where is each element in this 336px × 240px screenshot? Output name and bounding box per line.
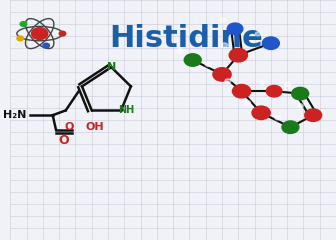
Text: Histidine: Histidine: [109, 24, 263, 53]
Circle shape: [205, 62, 211, 66]
Circle shape: [298, 104, 303, 108]
Text: NH: NH: [118, 105, 134, 115]
Circle shape: [225, 79, 231, 83]
Circle shape: [233, 84, 251, 98]
Circle shape: [292, 87, 309, 100]
Circle shape: [260, 81, 265, 84]
Circle shape: [227, 23, 243, 35]
Circle shape: [20, 22, 27, 26]
Circle shape: [229, 48, 247, 62]
Circle shape: [275, 116, 281, 120]
Circle shape: [221, 18, 226, 22]
Circle shape: [184, 54, 201, 66]
Circle shape: [282, 121, 299, 133]
Circle shape: [285, 82, 290, 86]
Circle shape: [213, 68, 231, 81]
Text: OH: OH: [85, 122, 104, 132]
Circle shape: [305, 109, 322, 121]
Text: O: O: [65, 122, 74, 132]
Circle shape: [32, 28, 48, 40]
Circle shape: [252, 106, 270, 120]
Circle shape: [244, 101, 250, 105]
Circle shape: [17, 36, 24, 41]
Circle shape: [221, 43, 228, 47]
Circle shape: [266, 85, 282, 97]
Text: H₂N: H₂N: [3, 110, 27, 120]
Circle shape: [262, 37, 279, 49]
Text: N: N: [107, 62, 116, 72]
Circle shape: [43, 43, 49, 48]
Circle shape: [255, 32, 261, 36]
Circle shape: [177, 48, 183, 53]
Circle shape: [59, 31, 66, 36]
Text: O: O: [59, 134, 70, 147]
